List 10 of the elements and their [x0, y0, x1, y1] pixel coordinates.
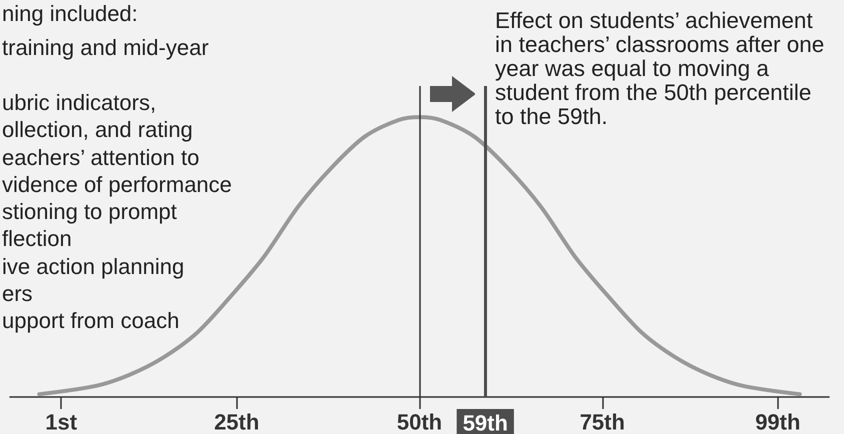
- x-tick-label: 25th: [214, 410, 260, 434]
- annotation: Effect on students’ achievement in teachers’ classrooms after one year was equal to moving a student from the 50th percentile to the 59th.: [495, 8, 824, 129]
- text: ubric indicators, ollection, and rating eachers’ attention to vidence of performance stioning to prompt flection ive action planning ers upport from coach: [2, 90, 232, 334]
- x-tick-label: 99th: [755, 410, 800, 434]
- text: ning included:: [2, 0, 138, 27]
- x-tick-label: 75th: [580, 410, 625, 434]
- x-tick-label: 50th: [396, 410, 442, 434]
- text: training and mid-year: [2, 34, 209, 61]
- x-tick-label: 1st: [45, 410, 78, 434]
- ref-line-label: 59th: [462, 410, 508, 434]
